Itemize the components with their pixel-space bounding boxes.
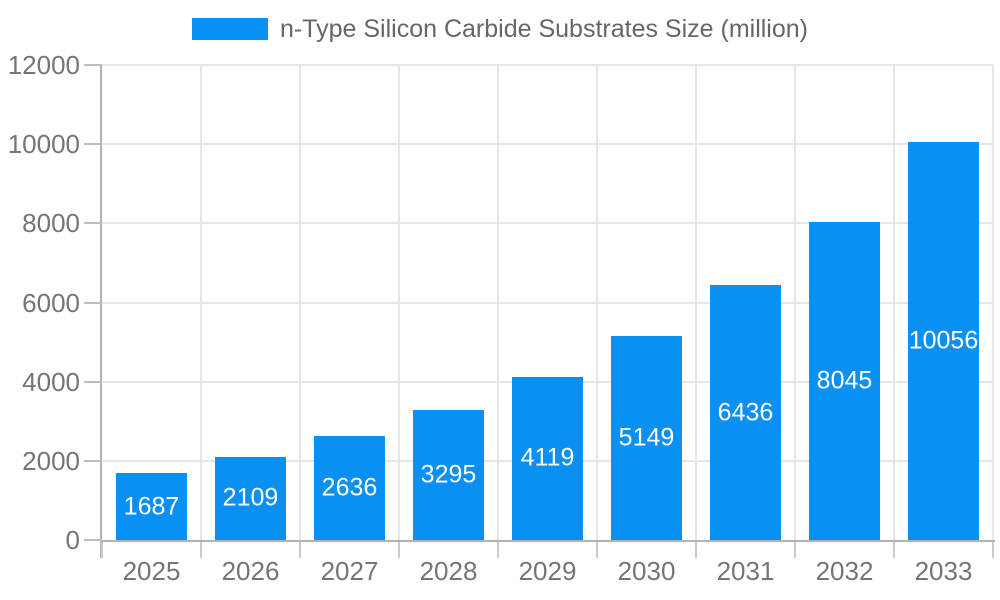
x-gridline: [794, 65, 796, 540]
y-tick: [84, 222, 102, 225]
bar-2028[interactable]: 3295: [413, 409, 484, 540]
y-axis-label: 2000: [22, 445, 80, 476]
y-tick: [84, 380, 102, 383]
x-axis-label: 2030: [617, 556, 676, 586]
bar-2026[interactable]: 2109: [215, 456, 286, 540]
y-gridline: [102, 64, 993, 66]
x-tick: [398, 542, 400, 558]
bar-value-label: 4119: [520, 443, 575, 472]
bar-value-label: 3295: [420, 460, 477, 489]
x-gridline: [299, 65, 301, 540]
x-gridline: [398, 65, 400, 540]
bar-value-label: 6436: [717, 398, 774, 427]
x-gridline: [893, 65, 895, 540]
y-gridline: [102, 301, 993, 304]
x-tick: [101, 542, 103, 558]
bar-2033[interactable]: 10056: [908, 141, 979, 540]
x-tick: [695, 542, 697, 558]
x-axis-label: 2033: [914, 556, 973, 586]
x-tick: [893, 542, 895, 558]
x-tick: [497, 542, 499, 558]
bar-2030[interactable]: 5149: [611, 336, 682, 540]
legend-swatch: [192, 18, 268, 40]
x-gridline: [695, 65, 697, 540]
y-tick: [84, 301, 102, 304]
y-tick: [84, 459, 102, 462]
y-axis-label: 12000: [7, 50, 80, 80]
bar-2029[interactable]: 4119: [512, 376, 583, 540]
y-tick: [84, 539, 102, 541]
bar-value-label: 2636: [321, 473, 378, 502]
y-axis-label: 4000: [22, 366, 80, 397]
x-gridline: [596, 65, 598, 540]
x-axis-label: 2028: [419, 556, 478, 586]
x-axis-label: 2026: [221, 556, 280, 586]
x-axis-label: 2029: [518, 556, 577, 586]
x-tick: [200, 542, 202, 558]
y-axis-label: 10000: [7, 129, 80, 160]
x-axis-label: 2027: [320, 556, 379, 586]
bar-value-label: 2109: [222, 483, 279, 512]
bar-2031[interactable]: 6436: [710, 285, 781, 540]
x-tick: [596, 542, 598, 558]
x-axis-line: [100, 540, 995, 542]
y-axis-label: 8000: [22, 208, 80, 239]
y-axis-label: 0: [65, 525, 80, 555]
bar-2027[interactable]: 2636: [314, 435, 385, 540]
x-tick: [992, 542, 994, 558]
legend-item[interactable]: n-Type Silicon Carbide Substrates Size (…: [192, 14, 808, 44]
bar-value-label: 5149: [618, 423, 675, 452]
bar-2032[interactable]: 8045: [809, 221, 880, 540]
x-axis-label: 2025: [122, 556, 181, 586]
bar-value-label: 8045: [816, 366, 873, 395]
x-gridline: [497, 65, 499, 540]
x-axis-label: 2031: [716, 556, 775, 586]
y-tick: [84, 64, 102, 66]
bar-value-label: 1687: [123, 492, 180, 521]
plot-area: 1687 2109 2636 3295 4119 5149 6436 8045 10056: [102, 64, 994, 540]
y-axis-line: [100, 65, 102, 558]
legend-label: n-Type Silicon Carbide Substrates Size (…: [280, 15, 808, 43]
x-gridline: [200, 65, 202, 540]
y-gridline: [102, 222, 993, 225]
chart-legend: n-Type Silicon Carbide Substrates Size (…: [0, 14, 1000, 44]
x-axis-label: 2032: [815, 556, 874, 586]
y-tick: [84, 143, 102, 146]
bar-2025[interactable]: 1687: [116, 473, 187, 540]
y-axis-label: 6000: [22, 287, 80, 318]
x-tick: [794, 542, 796, 558]
y-gridline: [102, 143, 993, 146]
x-tick: [299, 542, 301, 558]
bar-value-label: 10056: [908, 326, 979, 355]
x-gridline: [992, 65, 994, 540]
